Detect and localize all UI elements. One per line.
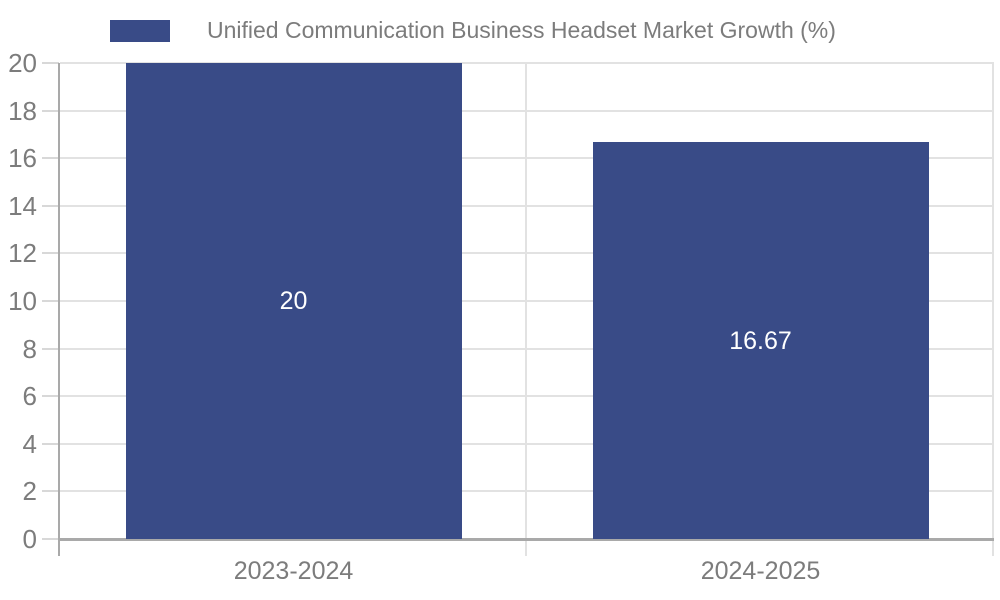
gridline-horizontal — [60, 490, 994, 493]
gridline-vertical — [525, 63, 527, 556]
y-axis-tick — [42, 62, 59, 64]
y-axis-label: 20 — [8, 48, 37, 78]
y-axis-tick — [42, 490, 59, 493]
y-axis-tick — [42, 347, 59, 350]
y-axis-label: 14 — [8, 190, 37, 221]
legend-label: Unified Communication Business Headset M… — [207, 17, 836, 43]
y-axis-tick — [42, 204, 59, 207]
y-axis-tick — [42, 300, 59, 302]
y-axis-label: 0 — [22, 524, 37, 554]
bar-value-label: 16.67 — [729, 326, 792, 355]
y-axis-label: 4 — [22, 428, 37, 459]
legend-swatch — [110, 19, 170, 42]
bar-2023-2024[interactable] — [125, 63, 462, 539]
y-axis-tick — [42, 109, 59, 112]
gridline-horizontal — [60, 347, 994, 350]
y-axis-label: 18 — [8, 95, 37, 126]
gridline-horizontal — [60, 204, 994, 207]
gridline-horizontal — [60, 157, 994, 160]
x-axis-label: 2024-2025 — [700, 557, 821, 585]
x-axis-label: 2023-2024 — [233, 557, 354, 585]
bar-value-label: 20 — [279, 287, 308, 315]
y-axis-label: 12 — [8, 238, 37, 269]
gridline-horizontal — [60, 252, 994, 255]
y-axis-tick — [42, 442, 59, 445]
y-axis-label: 6 — [22, 381, 37, 412]
y-axis-tick — [42, 252, 59, 255]
y-axis-label: 8 — [22, 333, 37, 364]
gridline-vertical — [992, 63, 994, 556]
gridline-horizontal — [60, 442, 994, 445]
gridline-horizontal — [60, 62, 994, 64]
y-axis-tick — [42, 395, 59, 398]
gridline-horizontal — [60, 300, 994, 302]
bar-2024-2025[interactable] — [592, 142, 929, 539]
y-axis-tick — [42, 157, 59, 160]
y-axis-label: 10 — [8, 286, 37, 316]
gridline-horizontal — [60, 395, 994, 398]
legend[interactable]: Unified Communication Business Headset M… — [110, 17, 836, 44]
y-axis-label: 16 — [8, 143, 37, 174]
y-axis-label: 2 — [22, 476, 37, 507]
y-axis-tick — [42, 538, 59, 540]
y-axis-line — [58, 63, 60, 556]
x-axis-line — [58, 538, 994, 541]
gridline-horizontal — [60, 109, 994, 112]
